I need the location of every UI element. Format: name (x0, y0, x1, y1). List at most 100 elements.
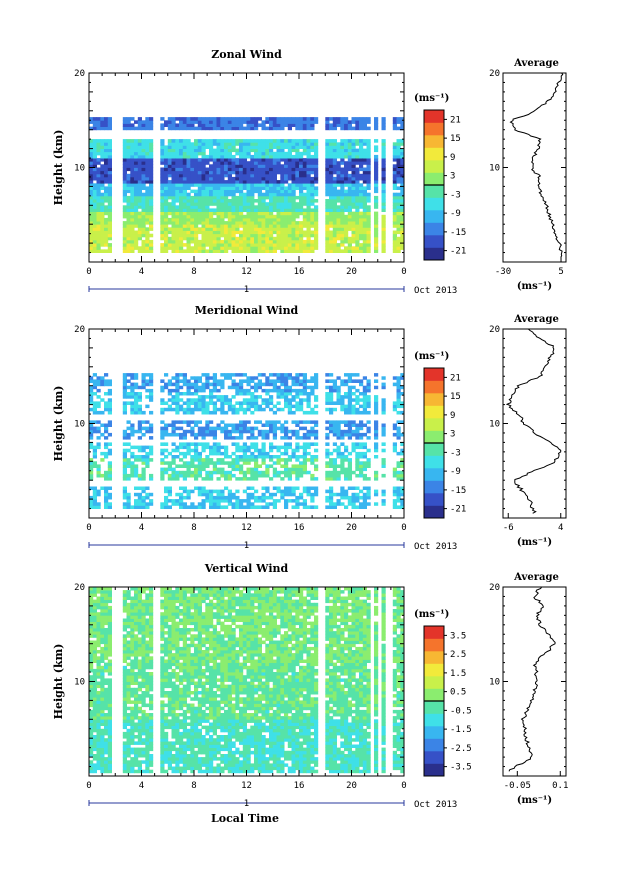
heatmap-cell (201, 205, 206, 209)
heatmap-cell (299, 461, 304, 465)
heatmap-cell (134, 236, 139, 241)
heatmap-cell (227, 407, 232, 412)
heatmap-cell (272, 221, 277, 225)
heatmap-cell (374, 243, 379, 247)
heatmap-cell (149, 208, 154, 212)
heatmap-cell (314, 233, 319, 238)
heatmap-cell (239, 455, 244, 459)
heatmap-cell (366, 448, 371, 453)
heatmap-cell (284, 202, 289, 206)
heatmap-cell (336, 388, 341, 393)
heatmap-cell (92, 728, 97, 733)
heatmap-cell (197, 464, 202, 468)
heatmap-cell (396, 382, 401, 387)
heatmap-cell (400, 432, 405, 437)
heatmap-cell (197, 461, 202, 465)
heatmap-cell (216, 176, 221, 181)
heatmap-cell (257, 139, 262, 143)
heatmap-cell (287, 477, 292, 481)
heatmap-cell (287, 492, 292, 497)
heatmap-cell (137, 224, 142, 228)
heatmap-cell (96, 151, 101, 156)
heatmap-cell (126, 442, 131, 446)
heatmap-cell (246, 243, 251, 247)
heatmap-cell (269, 189, 274, 194)
heatmap-cell (126, 436, 131, 440)
heatmap-cell (92, 719, 97, 723)
heatmap-cell (359, 120, 364, 124)
heatmap-cell (179, 126, 184, 131)
heatmap-cell (314, 432, 319, 437)
heatmap-cell (344, 233, 349, 238)
heatmap-cell (250, 227, 255, 231)
heatmap-cell (250, 243, 255, 247)
heatmap-cell (164, 495, 169, 500)
heatmap-cell (216, 395, 221, 399)
heatmap-cell (126, 167, 131, 172)
heatmap-cell (205, 139, 210, 143)
heatmap-cell (396, 461, 401, 465)
heatmap-cell (197, 458, 202, 462)
heatmap-cell (107, 211, 112, 216)
heatmap-cell (254, 186, 259, 190)
heatmap-cell (329, 211, 334, 216)
heatmap-cell (359, 410, 364, 415)
heatmap-cell (287, 126, 292, 131)
heatmap-cell (145, 176, 150, 181)
heatmap-cell (265, 376, 270, 380)
heatmap-cell (351, 230, 356, 235)
heatmap-cell (171, 151, 176, 156)
heatmap-cell (227, 142, 232, 146)
heatmap-cell (302, 176, 307, 181)
heatmap-cell (137, 120, 142, 124)
heatmap-cell (96, 158, 101, 162)
heatmap-cell (186, 221, 191, 225)
heatmap-cell (351, 167, 356, 172)
heatmap-cell (164, 217, 169, 222)
heatmap-cell (235, 499, 240, 503)
heatmap-cell (362, 221, 367, 225)
heatmap-cell (227, 145, 232, 149)
heatmap-cell (351, 186, 356, 190)
heatmap-cell (149, 192, 154, 197)
heatmap-cell (212, 489, 217, 494)
heatmap-cell (205, 470, 210, 475)
heatmap-cell (239, 379, 244, 383)
heatmap-cell (89, 426, 94, 431)
heatmap-cell (175, 230, 180, 235)
heatmap-cell (314, 217, 319, 222)
heatmap-cell (182, 451, 187, 456)
heatmap-cell (374, 246, 379, 250)
heatmap-cell (134, 467, 139, 472)
heatmap-cell (141, 489, 146, 494)
heatmap-cell (194, 214, 199, 219)
heatmap-cell (141, 208, 146, 212)
heatmap-cell (96, 123, 101, 127)
heatmap-cell (216, 467, 221, 472)
heatmap-cell (400, 208, 405, 212)
heatmap-cell (392, 448, 397, 453)
heatmap-cell (242, 208, 247, 212)
heatmap-cell (104, 426, 109, 431)
heatmap-cell (314, 142, 319, 146)
heatmap-cell (145, 388, 150, 393)
heatmap-cell (201, 407, 206, 412)
heatmap-cell (344, 123, 349, 127)
heatmap-cell (332, 176, 337, 181)
heatmap-cell (362, 117, 367, 121)
heatmap-cell (160, 407, 165, 412)
heatmap-cell (396, 464, 401, 468)
heatmap-cell (392, 499, 397, 503)
heatmap-cell (231, 217, 236, 222)
heatmap-cell (257, 230, 262, 235)
heatmap-cell (351, 142, 356, 146)
heatmap-cell (212, 211, 217, 216)
heatmap-cell (134, 392, 139, 396)
heatmap-cell (216, 170, 221, 175)
heatmap-cell (347, 451, 352, 456)
heatmap-cell (355, 243, 360, 247)
heatmap-cell (336, 161, 341, 165)
heatmap-cell (216, 151, 221, 156)
heatmap-cell (212, 464, 217, 468)
heatmap-cell (220, 398, 225, 402)
